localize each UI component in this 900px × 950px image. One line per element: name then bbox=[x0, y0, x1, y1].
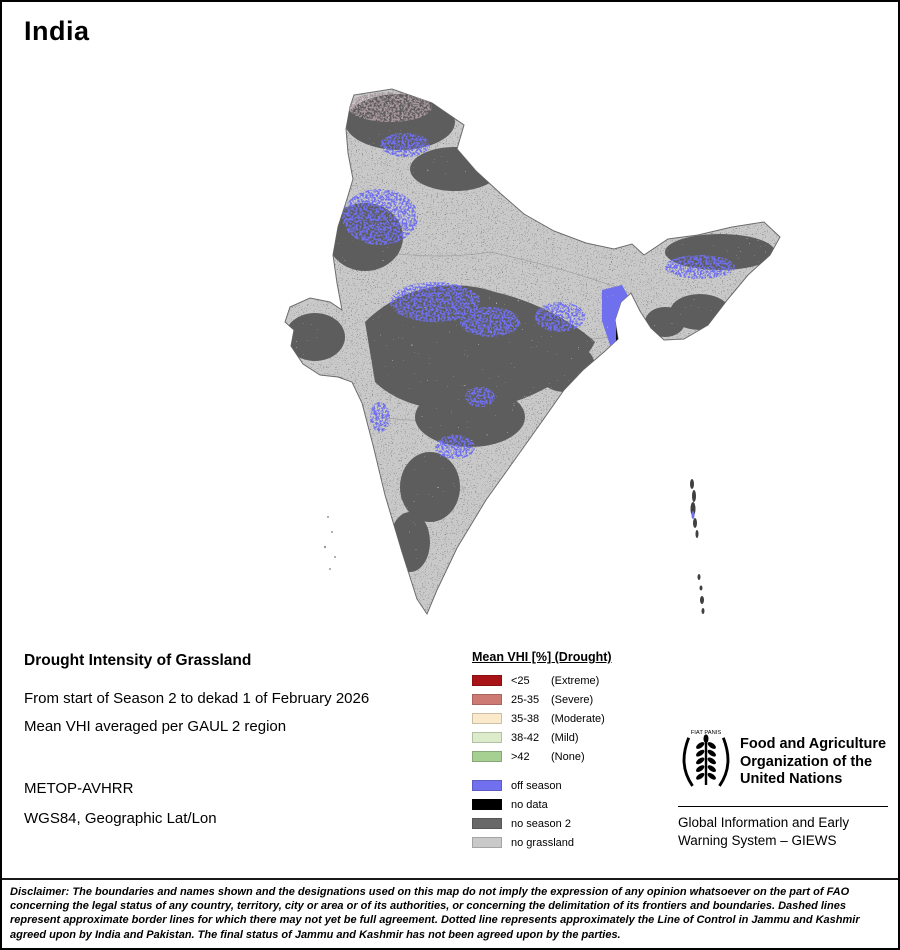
giews-line: Global Information and Early bbox=[678, 815, 850, 830]
legend-row-severe: 25-35 (Severe) bbox=[472, 690, 672, 709]
fao-org-name: Food and Agriculture Organization of the… bbox=[740, 736, 886, 789]
legend-label: (Mild) bbox=[551, 731, 579, 744]
legend-row-mild: 38-42 (Mild) bbox=[472, 728, 672, 747]
legend-label: (Moderate) bbox=[551, 712, 605, 725]
fao-name-line: Food and Agriculture bbox=[740, 736, 887, 752]
andaman-off-season-dot bbox=[691, 511, 695, 519]
legend-swatch-no-season2 bbox=[472, 818, 502, 829]
legend-swatch-severe bbox=[472, 694, 502, 705]
legend-row-moderate: 35-38 (Moderate) bbox=[472, 709, 672, 728]
off-season-regions bbox=[342, 133, 735, 459]
legend-label: (Extreme) bbox=[551, 674, 600, 687]
map-subject-heading: Drought Intensity of Grassland bbox=[24, 652, 252, 669]
legend-swatch-off-season bbox=[472, 780, 502, 791]
fao-logo-icon: FIAT PANIS bbox=[682, 730, 730, 787]
fao-footer-block: FIAT PANIS Food and Agriculture Organiza… bbox=[678, 724, 890, 859]
legend-row-extreme: <25 (Extreme) bbox=[472, 671, 672, 690]
legend-title: Mean VHI [%] (Drought) bbox=[472, 650, 612, 664]
disclaimer: Disclaimer: The boundaries and names sho… bbox=[2, 878, 898, 942]
fao-name-line: United Nations bbox=[740, 771, 843, 787]
legend-row-no-grassland: no grassland bbox=[472, 833, 672, 852]
lakshadweep-islands bbox=[323, 516, 336, 570]
legend-label: (None) bbox=[551, 750, 585, 763]
disclaimer-label: Disclaimer: bbox=[10, 886, 70, 898]
legend-label: (Severe) bbox=[551, 693, 594, 706]
legend-row-no-data: no data bbox=[472, 795, 672, 814]
legend-value: 35-38 bbox=[511, 712, 540, 725]
legend-swatch-no-data bbox=[472, 799, 502, 810]
legend-label: no season 2 bbox=[511, 817, 571, 830]
sensor-text: METOP-AVHRR bbox=[24, 780, 134, 797]
disclaimer-text: The boundaries and names shown and the d… bbox=[10, 886, 860, 941]
map-aggregation-text: Mean VHI averaged per GAUL 2 region bbox=[24, 718, 287, 735]
legend-swatch-mild bbox=[472, 732, 502, 743]
legend: Mean VHI [%] (Drought) <25 (Extreme) 25-… bbox=[472, 650, 672, 852]
india-drought-map bbox=[284, 88, 781, 616]
wheat-icon bbox=[696, 734, 716, 780]
legend-label: no data bbox=[511, 798, 548, 811]
fao-name-line: Organization of the bbox=[740, 753, 873, 770]
legend-value: 38-42 bbox=[511, 731, 540, 744]
legend-swatch-no-grassland bbox=[472, 837, 502, 848]
legend-value: <25 bbox=[511, 674, 530, 687]
giews-line: Warning System – GIEWS bbox=[678, 833, 837, 848]
no-data-region bbox=[616, 324, 637, 353]
legend-value: 25-35 bbox=[511, 693, 540, 706]
map-period-text: From start of Season 2 to dekad 1 of Feb… bbox=[24, 690, 370, 707]
legend-row-off-season: off season bbox=[472, 776, 672, 795]
legend-row-none: >42 (None) bbox=[472, 747, 672, 766]
giews-name: Global Information and Early Warning Sys… bbox=[678, 814, 849, 850]
andaman-nicobar-islands bbox=[690, 479, 705, 614]
projection-text: WGS84, Geographic Lat/Lon bbox=[24, 810, 217, 827]
legend-label: off season bbox=[511, 779, 562, 792]
page-title: India bbox=[24, 16, 90, 46]
legend-swatch-none bbox=[472, 751, 502, 762]
fao-motto-text: FIAT PANIS bbox=[691, 730, 722, 736]
legend-value: >42 bbox=[511, 750, 530, 763]
legend-swatch-moderate bbox=[472, 713, 502, 724]
legend-label: no grassland bbox=[511, 836, 574, 849]
legend-row-no-season2: no season 2 bbox=[472, 814, 672, 833]
fao-separator bbox=[678, 806, 888, 807]
legend-swatch-extreme bbox=[472, 675, 502, 686]
kashmir-tint-region bbox=[348, 92, 432, 122]
legend-extra-group: off season no data no season 2 no grassl… bbox=[472, 776, 672, 852]
